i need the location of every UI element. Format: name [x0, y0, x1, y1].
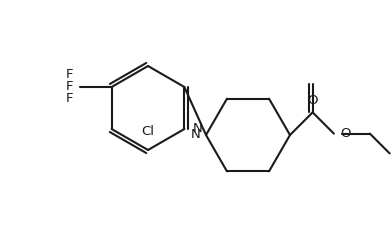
Text: F: F	[66, 80, 74, 94]
Text: N: N	[192, 123, 202, 135]
Text: F: F	[66, 93, 74, 105]
Text: O: O	[307, 94, 318, 107]
Text: F: F	[66, 69, 74, 81]
Text: N: N	[191, 129, 201, 142]
Text: Cl: Cl	[142, 125, 154, 138]
Text: O: O	[340, 127, 350, 140]
